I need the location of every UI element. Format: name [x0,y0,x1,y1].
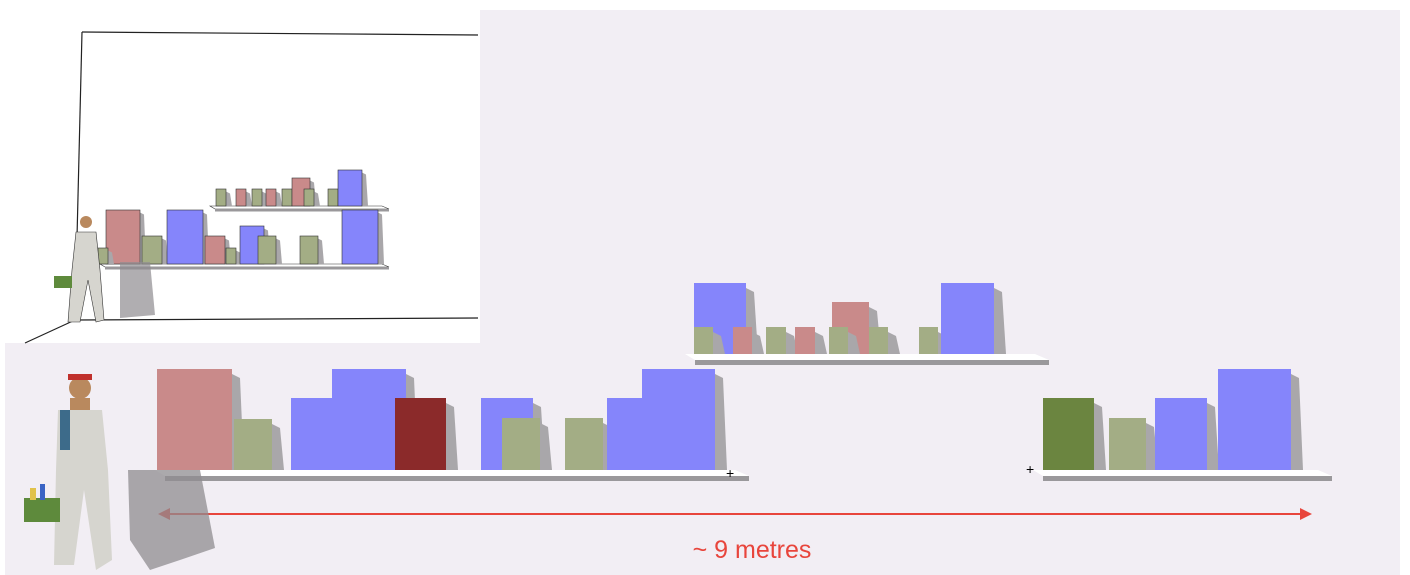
arrow-head [1300,508,1312,520]
box-shadow [994,288,1006,354]
person-neck [70,398,90,410]
box [337,169,363,207]
sketch-line [24,319,76,344]
tool-box [54,276,72,288]
box [1218,369,1291,470]
box [166,209,204,265]
box-shadow [815,332,827,354]
tool [40,484,45,500]
person-shadow [128,470,215,570]
box [265,188,277,207]
box [919,327,938,354]
box-shadow [752,332,764,354]
person-overalls [67,231,105,323]
shelf-edge [695,360,1049,365]
box-shadow [162,238,168,264]
tool-box [24,498,60,522]
box [215,188,227,207]
box-shadow [276,238,282,264]
box [332,369,406,470]
corner-marker: + [1026,461,1034,477]
corner-marker: + [726,465,734,481]
box-shadow [848,332,860,354]
box [204,235,226,265]
person [24,374,215,570]
shelf-edge [165,476,749,481]
box-shadow [713,332,725,354]
box [565,418,603,470]
shelf-edge [1043,476,1332,481]
tool [30,488,36,500]
sketch-line [81,31,479,36]
distance-label: ~ 9 metres [693,536,812,564]
box-shadow [1207,403,1219,470]
box-shadow [1291,374,1303,470]
shelf-top [208,205,390,210]
box-shadow [108,250,114,264]
box [1109,418,1146,470]
box-shadow [272,424,284,470]
box [502,418,540,470]
person-head [80,216,92,228]
person-bandana [68,374,92,380]
box [795,327,815,354]
box-shadow [318,238,324,264]
inset-sketch [0,0,480,344]
shelf-edge [105,267,389,270]
box [829,327,848,354]
box [157,369,232,470]
box-shadow [362,172,368,206]
box [327,188,339,207]
box-shadow [226,191,232,206]
box [281,188,293,207]
shelf-top [1033,470,1332,476]
box [97,247,109,265]
box [766,327,786,354]
box [234,419,272,470]
box [225,247,237,265]
box-shadow [446,403,458,470]
box [235,188,247,207]
box [141,235,163,265]
box [251,188,263,207]
main-shelves: + + [155,283,1332,481]
box-shadow [246,191,252,206]
box-shadow [276,191,282,206]
shelf-top [155,470,749,476]
box-shadow [715,374,727,470]
box [941,283,994,354]
box-shadow [540,423,552,470]
shelf-top [685,354,1049,360]
box-shadow [1094,403,1106,470]
inset-shelves [97,169,390,270]
box [257,235,277,265]
sketch-line [74,317,479,321]
box [1043,398,1094,470]
box [299,235,319,265]
person-head [69,377,91,399]
box-shadow [888,332,900,354]
box [642,369,715,470]
box [869,327,888,354]
person-shirt [60,410,70,450]
person-shadow [120,262,155,318]
box-shadow [314,191,320,206]
box-shadow [378,212,384,264]
box [733,327,752,354]
box [694,327,713,354]
box [303,188,315,207]
box [395,398,446,470]
box [341,209,379,265]
box [1155,398,1207,470]
